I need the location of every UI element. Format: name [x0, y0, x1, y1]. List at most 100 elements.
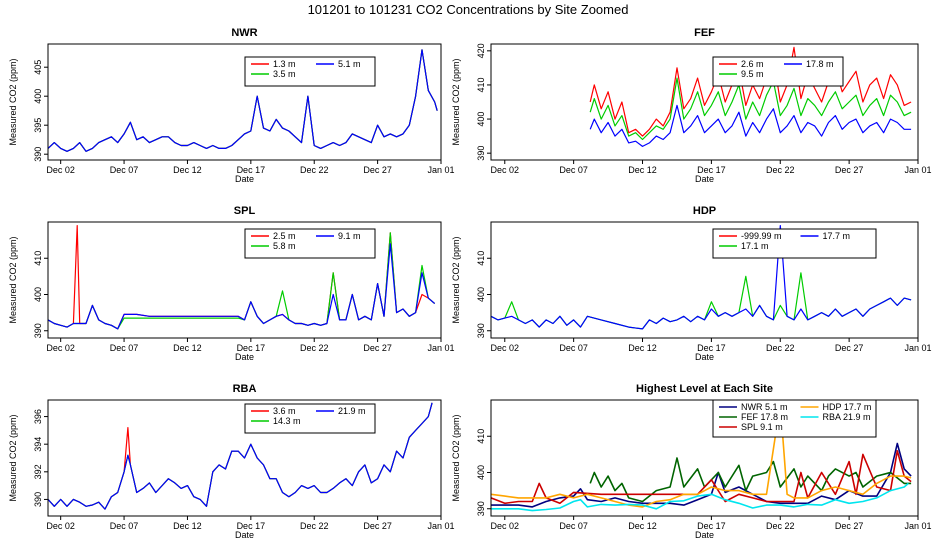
x-tick-label: Dec 17 — [237, 521, 266, 531]
x-tick-label: Dec 12 — [173, 521, 202, 531]
series-group — [491, 402, 912, 512]
series-line-1 — [589, 77, 912, 141]
panel-title: Highest Level at Each Site — [636, 383, 773, 395]
x-tick-label: Dec 22 — [300, 343, 329, 353]
legend: 2.6 m9.5 m 17.8 m — [712, 56, 844, 87]
x-tick-label: Dec 27 — [835, 521, 864, 531]
legend-label: FEF 17.8 m — [741, 412, 788, 422]
legend-label: 2.6 m — [741, 59, 764, 69]
series-line-2 — [48, 402, 433, 510]
x-tick-label: Dec 07 — [110, 521, 139, 531]
y-axis-label: Measured CO2 (ppm) — [8, 414, 18, 501]
legend-box — [712, 228, 877, 259]
y-tick-label: 390 — [33, 323, 43, 338]
x-tick-label: Jan 01 — [427, 165, 454, 175]
y-tick-label: 400 — [33, 89, 43, 104]
y-tick-label: 410 — [476, 77, 486, 92]
plot-frame — [490, 221, 919, 339]
x-tick-label: Dec 12 — [628, 165, 657, 175]
x-axis-label: Date — [695, 352, 714, 362]
series-line-2 — [589, 104, 912, 147]
y-tick-label: 400 — [476, 112, 486, 127]
x-tick-label: Jan 01 — [427, 343, 454, 353]
x-tick-label: Dec 17 — [697, 521, 726, 531]
x-tick-label: Dec 22 — [766, 343, 795, 353]
y-axis-label: Measured CO2 (ppm) — [8, 58, 18, 145]
x-axis-label: Date — [695, 174, 714, 184]
x-tick-label: Dec 27 — [363, 521, 392, 531]
figure-title: 101201 to 101231 CO2 Concentrations by S… — [308, 2, 629, 17]
x-tick-label: Dec 07 — [559, 343, 588, 353]
series-group — [48, 49, 438, 152]
series-line-1 — [589, 457, 912, 503]
x-tick-label: Dec 17 — [237, 165, 266, 175]
series-line-1 — [491, 225, 912, 330]
legend: 3.6 m14.3 m 21.9 m — [244, 403, 376, 434]
y-tick-label: 396 — [33, 409, 43, 424]
x-tick-label: Dec 22 — [300, 521, 329, 531]
legend-label: NWR 5.1 m — [741, 402, 788, 412]
panel-title: SPL — [234, 205, 256, 217]
series-line-4 — [491, 482, 909, 512]
plot-frame — [47, 43, 442, 161]
legend-label: 17.7 m — [823, 231, 851, 241]
x-tick-label: Dec 12 — [628, 343, 657, 353]
x-axis-label: Date — [695, 530, 714, 540]
legend-label: 17.1 m — [741, 241, 769, 251]
series-line-3 — [491, 402, 912, 508]
series-line-0 — [491, 272, 912, 330]
y-tick-label: 392 — [33, 464, 43, 479]
legend-box — [712, 399, 877, 438]
series-line-1 — [48, 232, 436, 330]
x-tick-label: Dec 07 — [559, 521, 588, 531]
legend-label: HDP 17.7 m — [823, 402, 872, 412]
plot-frame — [490, 399, 919, 517]
x-tick-label: Dec 02 — [46, 521, 75, 531]
y-tick-label: 410 — [476, 429, 486, 444]
y-tick-label: 400 — [33, 287, 43, 302]
legend-label: 14.3 m — [273, 416, 301, 426]
panel-title: RBA — [233, 383, 257, 395]
x-tick-label: Dec 17 — [237, 343, 266, 353]
series-group — [589, 46, 912, 147]
legend-label: 17.8 m — [806, 59, 834, 69]
y-axis-label: Measured CO2 (ppm) — [451, 58, 461, 145]
y-tick-label: 390 — [33, 492, 43, 507]
x-tick-label: Dec 02 — [491, 343, 520, 353]
legend: -999.99 m17.1 m 17.7 m — [712, 228, 877, 259]
x-tick-label: Dec 17 — [697, 165, 726, 175]
panel-title: NWR — [231, 27, 257, 39]
x-tick-label: Dec 22 — [766, 521, 795, 531]
legend: 1.3 m3.5 m 5.1 m — [244, 56, 376, 87]
y-tick-label: 390 — [476, 501, 486, 516]
x-tick-label: Dec 12 — [628, 521, 657, 531]
series-line-2 — [48, 243, 436, 330]
y-tick-label: 420 — [476, 43, 486, 58]
series-line-2 — [491, 450, 912, 505]
y-tick-label: 394 — [33, 437, 43, 452]
series-group — [48, 225, 436, 330]
legend-label: RBA 21.9 m — [823, 412, 871, 422]
y-tick-label: 390 — [476, 146, 486, 161]
x-tick-label: Dec 02 — [491, 521, 520, 531]
panel-0: NWR Dec 02 Dec 07 Dec 12 Dec 17 Dec 22 Dec 27 J… — [8, 27, 455, 184]
y-tick-label: 410 — [476, 251, 486, 266]
x-tick-label: Jan 01 — [904, 521, 931, 531]
x-tick-label: Jan 01 — [904, 165, 931, 175]
series-group — [48, 402, 433, 510]
y-tick-label: 405 — [33, 60, 43, 75]
legend-label: 1.3 m — [273, 59, 296, 69]
x-axis-label: Date — [235, 352, 254, 362]
legend-box — [712, 56, 844, 87]
x-axis-label: Date — [235, 174, 254, 184]
panel-5: Highest Level at Each Site Dec 02 Dec 07 De… — [451, 383, 932, 540]
legend-label: 9.1 m — [338, 231, 361, 241]
x-tick-label: Dec 02 — [46, 165, 75, 175]
y-tick-label: 390 — [33, 147, 43, 162]
legend-box — [244, 56, 376, 87]
x-tick-label: Dec 07 — [110, 343, 139, 353]
x-tick-label: Dec 27 — [363, 165, 392, 175]
x-tick-label: Dec 22 — [766, 165, 795, 175]
